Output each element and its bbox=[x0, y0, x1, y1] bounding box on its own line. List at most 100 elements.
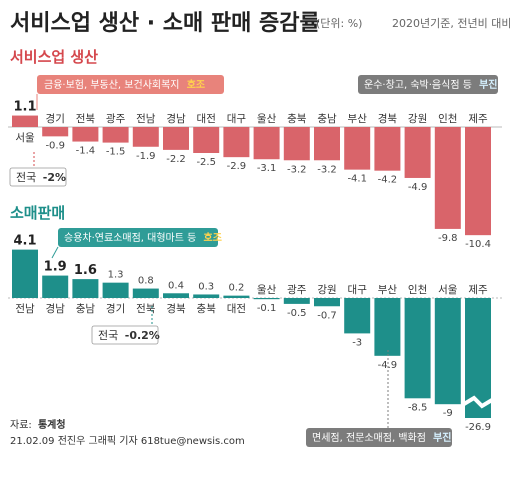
service-value-label: -4.1 bbox=[347, 174, 367, 185]
service-bar bbox=[465, 127, 491, 236]
service-value-label: -1.4 bbox=[76, 146, 96, 157]
retail-value-label: 1.6 bbox=[74, 263, 97, 278]
retail-bar bbox=[12, 249, 38, 298]
retail-category-label: 경남 bbox=[46, 302, 66, 315]
service-value-label: -0.9 bbox=[45, 140, 65, 151]
service-value-label: -9.8 bbox=[438, 233, 458, 244]
service-value-label: -3.1 bbox=[257, 163, 277, 174]
retail-value-label: 4.1 bbox=[13, 234, 36, 249]
service-category-label: 울산 bbox=[257, 113, 277, 125]
retail-bar bbox=[283, 298, 310, 304]
retail-value-label: -4.9 bbox=[378, 360, 398, 371]
retail-value-label: -26.9 bbox=[465, 422, 491, 433]
service-category-label: 경북 bbox=[378, 112, 398, 125]
service-category-label: 대전 bbox=[197, 113, 216, 125]
service-bar bbox=[72, 127, 99, 142]
service-bar bbox=[102, 127, 129, 143]
retail-bar bbox=[223, 295, 250, 298]
retail-bar bbox=[374, 298, 401, 356]
service-chart: 서울 1.1 경기 -0.9 전북 -1.4 광주 -1.5 전남 -1.9 경남 -2.2 대전 -2.… bbox=[8, 100, 502, 250]
service-value-label: -4.9 bbox=[408, 182, 428, 193]
service-bad-tag: 부진 bbox=[479, 78, 497, 91]
retail-value-label: 1.3 bbox=[108, 270, 124, 281]
service-category-label: 경기 bbox=[46, 112, 65, 125]
service-national-average: 전국 -2% bbox=[9, 152, 67, 187]
retail-bar bbox=[193, 294, 220, 298]
service-national-label: 전국 bbox=[16, 171, 36, 184]
service-value-label: -2.2 bbox=[166, 154, 186, 165]
retail-category-label: 제주 bbox=[468, 284, 488, 296]
service-bar bbox=[434, 127, 461, 229]
retail-bar bbox=[344, 298, 371, 334]
retail-category-label: 부산 bbox=[378, 284, 398, 296]
retail-national-label: 전국 bbox=[98, 329, 118, 342]
svg-text:운수·창고, 숙박·음식점 등 부진: 운수·창고, 숙박·음식점 등 부진 bbox=[364, 78, 498, 91]
service-bad-text: 운수·창고, 숙박·음식점 등 bbox=[364, 79, 472, 91]
service-bar bbox=[283, 127, 310, 161]
retail-value-label: 0.8 bbox=[138, 276, 154, 287]
service-bar bbox=[12, 115, 38, 127]
retail-category-label: 광주 bbox=[287, 284, 307, 296]
svg-text:전국 -0.2%: 전국 -0.2% bbox=[98, 329, 160, 342]
svg-text:면세점, 전문소매점, 백화점 부진: 면세점, 전문소매점, 백화점 부진 bbox=[312, 431, 452, 444]
service-category-label: 서울 bbox=[15, 132, 35, 144]
retail-bar bbox=[42, 275, 69, 298]
svg-text:승용차·연료소매점, 대형마트 등 호조: 승용차·연료소매점, 대형마트 등 호조 bbox=[64, 231, 222, 244]
source-name: 통계청 bbox=[38, 418, 66, 431]
retail-value-label: -9 bbox=[443, 408, 453, 419]
retail-bar bbox=[434, 298, 461, 405]
retail-value-label: 0.3 bbox=[198, 281, 214, 292]
retail-category-label: 대전 bbox=[227, 303, 246, 315]
retail-bar bbox=[163, 293, 189, 298]
retail-national-value: -0.2% bbox=[125, 329, 160, 342]
service-national-value: -2% bbox=[43, 171, 66, 184]
retail-value-label: -0.1 bbox=[257, 303, 277, 314]
service-good-callout: 금융·보험, 부동산, 보건사회복지 호조 bbox=[36, 75, 224, 110]
service-good-text: 금융·보험, 부동산, 보건사회복지 bbox=[44, 79, 180, 91]
service-category-label: 충북 bbox=[287, 113, 307, 125]
retail-chart: 전남 4.1 경남 1.9 충남 1.6 경기 1.3 전북 0.8 경북 0.4 충북 0.3 대전 0.2… bbox=[8, 234, 502, 433]
retail-category-label: 충북 bbox=[197, 303, 217, 315]
service-category-label: 강원 bbox=[408, 113, 427, 125]
service-category-label: 전북 bbox=[76, 113, 96, 125]
retail-category-label: 전남 bbox=[15, 303, 35, 315]
retail-bad-callout: 면세점, 전문소매점, 백화점 부진 bbox=[306, 350, 452, 447]
retail-category-label: 서울 bbox=[438, 284, 458, 296]
source-label: 자료: bbox=[10, 419, 32, 431]
retail-bar bbox=[102, 282, 129, 298]
axis-break-mark bbox=[462, 395, 494, 409]
service-section-title: 서비스업 생산 bbox=[10, 48, 98, 66]
retail-category-label: 인천 bbox=[408, 284, 427, 296]
service-value-label: -1.5 bbox=[106, 147, 126, 158]
service-value-label: -3.2 bbox=[287, 164, 307, 175]
retail-category-label: 경기 bbox=[106, 302, 125, 315]
retail-value-label: -8.5 bbox=[408, 402, 428, 413]
retail-bar bbox=[314, 298, 340, 307]
retail-value-label: -0.7 bbox=[317, 310, 337, 321]
service-good-tag: 호조 bbox=[187, 78, 205, 91]
service-bar bbox=[132, 127, 159, 147]
service-bar bbox=[42, 127, 69, 137]
service-value-label: -2.9 bbox=[227, 161, 247, 172]
retail-bar bbox=[132, 288, 159, 298]
retail-national-average: 전국 -0.2% bbox=[91, 306, 160, 345]
service-bar bbox=[223, 127, 250, 158]
service-bad-callout: 운수·창고, 숙박·음식점 등 부진 bbox=[358, 75, 498, 94]
retail-good-tag: 호조 bbox=[204, 231, 222, 244]
service-category-label: 인천 bbox=[438, 113, 457, 125]
service-category-label: 부산 bbox=[348, 113, 368, 125]
service-category-label: 대구 bbox=[227, 113, 247, 125]
service-bar bbox=[253, 127, 280, 160]
retail-bar bbox=[72, 279, 99, 298]
retail-value-label: 1.9 bbox=[44, 260, 67, 275]
retail-bar bbox=[404, 298, 431, 399]
retail-good-text: 승용차·연료소매점, 대형마트 등 bbox=[64, 232, 196, 244]
retail-bar bbox=[465, 298, 491, 418]
svg-text:전국 -2%: 전국 -2% bbox=[16, 171, 66, 184]
retail-bad-text: 면세점, 전문소매점, 백화점 bbox=[312, 432, 426, 444]
service-value-label: -10.4 bbox=[465, 239, 491, 250]
retail-section-title: 소매판매 bbox=[10, 204, 65, 222]
retail-value-label: -0.5 bbox=[287, 308, 307, 319]
retail-bar bbox=[253, 298, 280, 300]
service-value-label: -1.9 bbox=[136, 151, 156, 162]
